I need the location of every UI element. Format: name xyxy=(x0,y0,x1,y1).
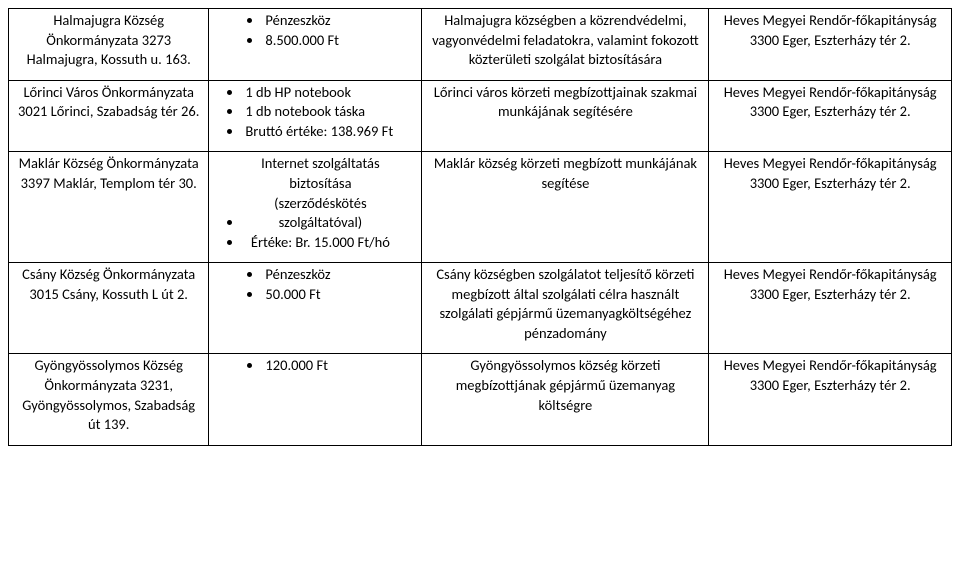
purpose-cell: Lőrinci város körzeti megbízottjainak sz… xyxy=(422,80,709,152)
recipient-text: Heves Megyei Rendőr-főkapitányság 3300 E… xyxy=(724,11,937,49)
table-row: Lőrinci Város Önkormányzata 3021 Lőrinci… xyxy=(9,80,952,152)
items-cell: 1 db HP notebook 1 db notebook táska Bru… xyxy=(209,80,422,152)
org-cell: Maklár Község Önkormányzata 3397 Maklár,… xyxy=(9,152,209,263)
list-item: Pénzeszköz xyxy=(263,11,415,31)
purpose-cell: Csány községben szolgálatot teljesítő kö… xyxy=(422,263,709,354)
items-cell: Pénzeszköz 8.500.000 Ft xyxy=(209,9,422,81)
recipient-cell: Heves Megyei Rendőr-főkapitányság 3300 E… xyxy=(709,9,952,81)
purpose-text: Csány községben szolgálatot teljesítő kö… xyxy=(436,265,694,342)
org-cell: Lőrinci Város Önkormányzata 3021 Lőrinci… xyxy=(9,80,209,152)
org-cell: Halmajugra Község Önkormányzata 3273 Hal… xyxy=(9,9,209,81)
org-text: Lőrinci Város Önkormányzata 3021 Lőrinci… xyxy=(18,83,199,121)
table-row: Maklár Község Önkormányzata 3397 Maklár,… xyxy=(9,152,952,263)
items-list: 120.000 Ft xyxy=(215,356,415,376)
list-item: Bruttó értéke: 138.969 Ft xyxy=(243,122,415,142)
purpose-cell: Halmajugra községben a közrendvédelmi, v… xyxy=(422,9,709,81)
org-text: Gyöngyössolymos Község Önkormányzata 323… xyxy=(22,356,195,433)
list-item: Internet szolgáltatás biztosítása (szerz… xyxy=(243,154,415,232)
purpose-text: Maklár község körzeti megbízott munkáján… xyxy=(434,154,697,192)
table-row: Halmajugra Község Önkormányzata 3273 Hal… xyxy=(9,9,952,81)
purpose-cell: Maklár község körzeti megbízott munkáján… xyxy=(422,152,709,263)
purpose-text: Lőrinci város körzeti megbízottjainak sz… xyxy=(434,83,697,121)
org-text: Csány Község Önkormányzata 3015 Csány, K… xyxy=(22,265,195,303)
items-list: 1 db HP notebook 1 db notebook táska Bru… xyxy=(215,83,415,142)
items-cell: Internet szolgáltatás biztosítása (szerz… xyxy=(209,152,422,263)
items-list: Pénzeszköz 50.000 Ft xyxy=(215,265,415,304)
purpose-text: Halmajugra községben a közrendvédelmi, v… xyxy=(432,11,699,68)
list-item: Pénzeszköz xyxy=(263,265,415,285)
table-body: Halmajugra Község Önkormányzata 3273 Hal… xyxy=(9,9,952,446)
org-text: Halmajugra Község Önkormányzata 3273 Hal… xyxy=(27,11,191,68)
list-item: 1 db notebook táska xyxy=(243,102,415,122)
recipient-text: Heves Megyei Rendőr-főkapitányság 3300 E… xyxy=(724,154,937,192)
data-table: Halmajugra Község Önkormányzata 3273 Hal… xyxy=(8,8,952,446)
purpose-cell: Gyöngyössolymos község körzeti megbízott… xyxy=(422,354,709,445)
recipient-cell: Heves Megyei Rendőr-főkapitányság 3300 E… xyxy=(709,263,952,354)
recipient-cell: Heves Megyei Rendőr-főkapitányság 3300 E… xyxy=(709,354,952,445)
org-cell: Csány Község Önkormányzata 3015 Csány, K… xyxy=(9,263,209,354)
list-item: 8.500.000 Ft xyxy=(263,31,415,51)
list-item: 50.000 Ft xyxy=(263,285,415,305)
org-cell: Gyöngyössolymos Község Önkormányzata 323… xyxy=(9,354,209,445)
items-list: Internet szolgáltatás biztosítása (szerz… xyxy=(215,154,415,252)
recipient-cell: Heves Megyei Rendőr-főkapitányság 3300 E… xyxy=(709,152,952,263)
recipient-text: Heves Megyei Rendőr-főkapitányság 3300 E… xyxy=(724,265,937,303)
list-item: Értéke: Br. 15.000 Ft/hó xyxy=(243,233,415,253)
org-text: Maklár Község Önkormányzata 3397 Maklár,… xyxy=(19,154,199,192)
list-item: 120.000 Ft xyxy=(263,356,415,376)
items-list: Pénzeszköz 8.500.000 Ft xyxy=(215,11,415,50)
table-row: Gyöngyössolymos Község Önkormányzata 323… xyxy=(9,354,952,445)
table-row: Csány Község Önkormányzata 3015 Csány, K… xyxy=(9,263,952,354)
list-item: 1 db HP notebook xyxy=(243,83,415,103)
recipient-text: Heves Megyei Rendőr-főkapitányság 3300 E… xyxy=(724,356,937,394)
items-cell: Pénzeszköz 50.000 Ft xyxy=(209,263,422,354)
recipient-cell: Heves Megyei Rendőr-főkapitányság 3300 E… xyxy=(709,80,952,152)
recipient-text: Heves Megyei Rendőr-főkapitányság 3300 E… xyxy=(724,83,937,121)
purpose-text: Gyöngyössolymos község körzeti megbízott… xyxy=(456,356,675,413)
items-cell: 120.000 Ft xyxy=(209,354,422,445)
